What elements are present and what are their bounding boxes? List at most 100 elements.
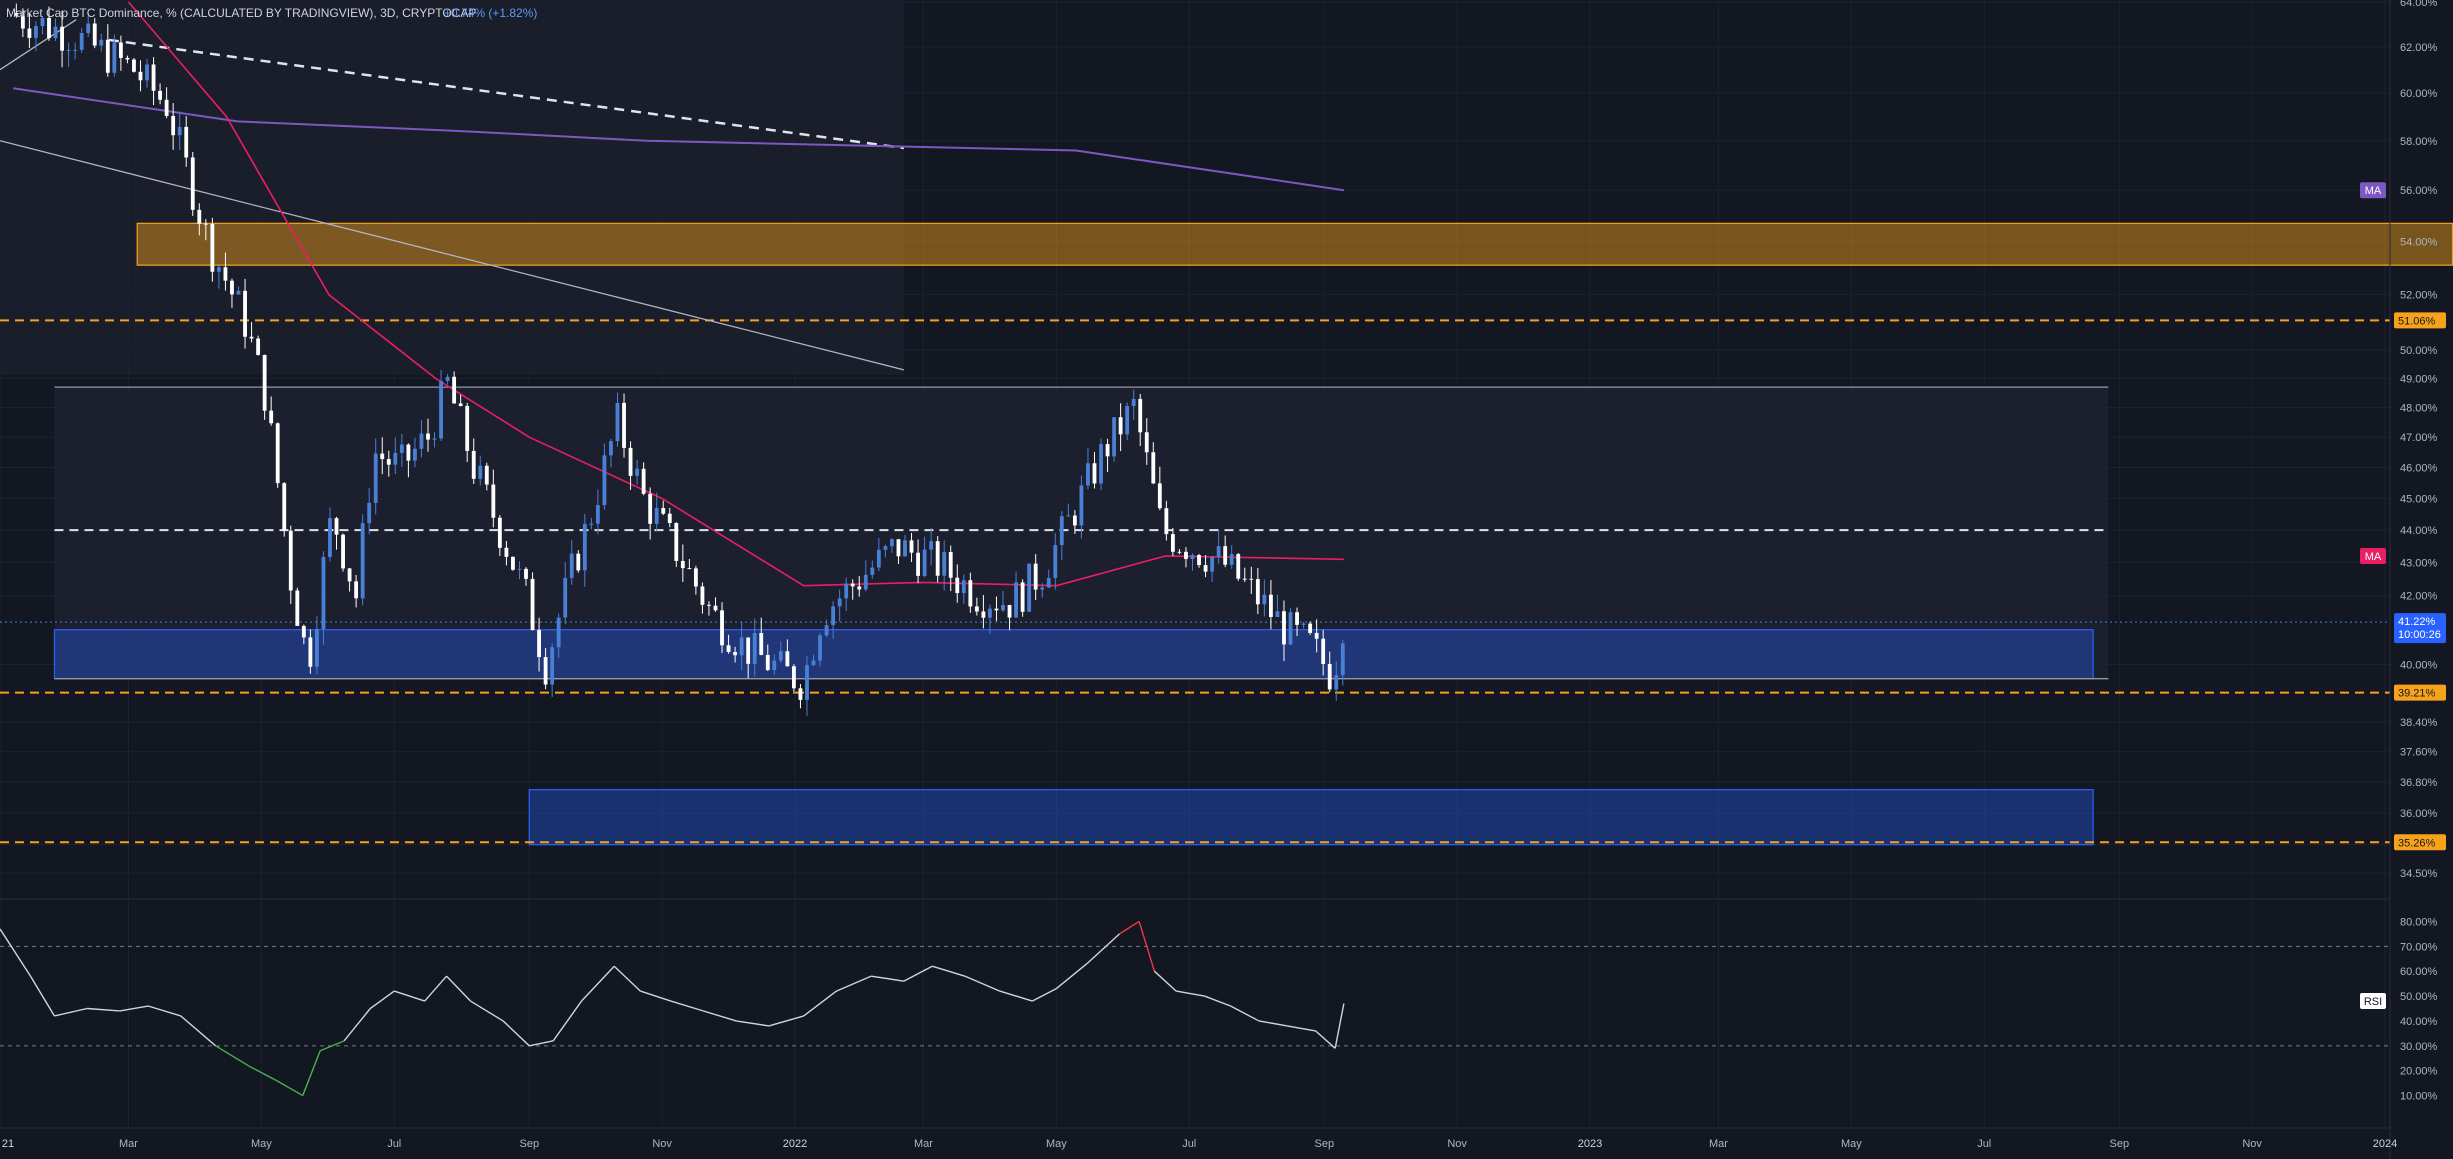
candle-bull: [40, 17, 45, 27]
candle-bull: [360, 523, 365, 599]
candle-bear: [759, 633, 764, 655]
candle-bear: [974, 606, 979, 612]
candle-bear: [1236, 554, 1241, 579]
candle-bear: [765, 654, 770, 671]
candle-bear: [184, 126, 189, 158]
candle-bull: [314, 628, 319, 667]
price-axis-tick: 49.00%: [2400, 373, 2438, 385]
candle-bear: [223, 267, 228, 281]
candle-bear: [896, 539, 901, 557]
candle-bear: [1092, 463, 1097, 484]
candle-bull: [53, 26, 58, 39]
candle-bull: [79, 33, 84, 50]
candle-bear: [164, 99, 169, 116]
price-axis-tick: 64.00%: [2400, 0, 2438, 9]
ma-short-line: [127, 1, 1344, 587]
price-change: +0.74% (+1.82%): [444, 6, 537, 20]
rsi-line-segment: [1176, 990, 1205, 997]
price-axis-tick: 37.60%: [2400, 747, 2438, 759]
candle-bull: [883, 546, 888, 550]
candle-bull: [824, 625, 829, 636]
candle-bull: [1001, 605, 1005, 611]
candle-bear: [347, 568, 352, 582]
rsi-line-segment: [736, 1020, 769, 1027]
ma-long-tag: MA: [2365, 185, 2382, 197]
supply-zone: [136, 222, 2453, 266]
ma-short-tag: MA: [2365, 551, 2382, 563]
candle-bull: [1112, 417, 1117, 457]
rsi-line-segment: [343, 1008, 371, 1042]
candle-bear: [1072, 515, 1077, 526]
candle-bear: [680, 560, 685, 569]
candle-bear: [909, 540, 914, 553]
candle-bull: [837, 598, 842, 607]
time-axis-label: Mar: [1709, 1138, 1728, 1150]
rsi-line-segment: [1204, 995, 1231, 1007]
candle-bull: [478, 465, 483, 479]
candle-bear: [295, 590, 300, 626]
candle-bull: [1099, 444, 1103, 484]
price-axis[interactable]: 64.00% 62.00% 60.00% 58.00% 56.00% 54.00% 52.0…: [2360, 0, 2446, 1159]
rsi-axis-tick: 10.00%: [2400, 1091, 2438, 1103]
zones-layer: [53, 222, 2453, 846]
level-tag-middle-bg: [2394, 684, 2446, 701]
candle-bear: [537, 630, 541, 658]
rsi-line-segment: [903, 965, 933, 982]
rsi-line-segment: [87, 1007, 120, 1012]
candle-bear: [27, 28, 32, 38]
price-axis-tick: 34.50%: [2400, 868, 2438, 880]
candle-bull: [432, 438, 437, 440]
candle-bear: [406, 444, 411, 461]
time-axis-label: Nov: [1447, 1138, 1467, 1150]
time-axis[interactable]: 21 Mar May Jul Sep Nov 2022 Mar May Jul Sep Nov 2023…: [0, 1127, 2397, 1150]
candle-bear: [1118, 417, 1123, 435]
candle-bear: [1138, 398, 1143, 433]
price-axis-tick: 54.00%: [2400, 236, 2438, 248]
candle-bull: [1125, 406, 1130, 435]
candle-bull: [328, 518, 332, 557]
rsi-line-segment: [613, 965, 641, 992]
current-price-label: 41.22%: [2398, 616, 2436, 628]
candle-bull: [876, 549, 881, 568]
candle-bear: [1282, 611, 1286, 645]
current-price-bg: [2394, 613, 2446, 644]
candle-bull: [569, 553, 574, 578]
candle-bull: [589, 523, 594, 525]
candle-bull: [582, 523, 587, 571]
candle-bear: [798, 688, 803, 700]
candle-bear: [458, 403, 463, 406]
rsi-line-segment: [247, 1065, 277, 1082]
candle-bear: [707, 604, 711, 606]
candle-bull: [216, 267, 221, 272]
candle-bear: [1033, 563, 1038, 590]
candle-bear: [1184, 551, 1188, 560]
rsi-line-segment: [1086, 933, 1121, 965]
candle-bull: [739, 637, 744, 656]
candle-bull: [399, 444, 404, 453]
candle-bull: [752, 633, 757, 664]
candle-bull: [439, 381, 443, 439]
candle-bear: [60, 26, 64, 51]
candle-bear: [14, 13, 19, 16]
candle-bull: [1288, 612, 1293, 645]
time-axis-label: Mar: [914, 1138, 933, 1150]
candle-bull: [654, 508, 659, 524]
moving-averages-layer: [12, 1, 1345, 587]
rsi-line-segment: [394, 990, 425, 1002]
candle-bull: [145, 64, 149, 81]
price-axis-tick: 47.00%: [2400, 432, 2438, 444]
rsi-line-segment: [1153, 970, 1177, 992]
demand-zone: [53, 629, 2094, 680]
candle-bear: [576, 553, 581, 571]
candle-bear: [674, 523, 679, 561]
candle-bear: [471, 450, 476, 479]
candle-bear: [497, 517, 502, 548]
ma-short-tag-bg: [2360, 548, 2386, 565]
candle-bear: [275, 423, 280, 484]
candle-bear: [380, 453, 385, 460]
candle-bear: [1327, 663, 1332, 690]
rsi-tag-bg: [2360, 993, 2386, 1010]
candle-bear: [955, 577, 960, 594]
